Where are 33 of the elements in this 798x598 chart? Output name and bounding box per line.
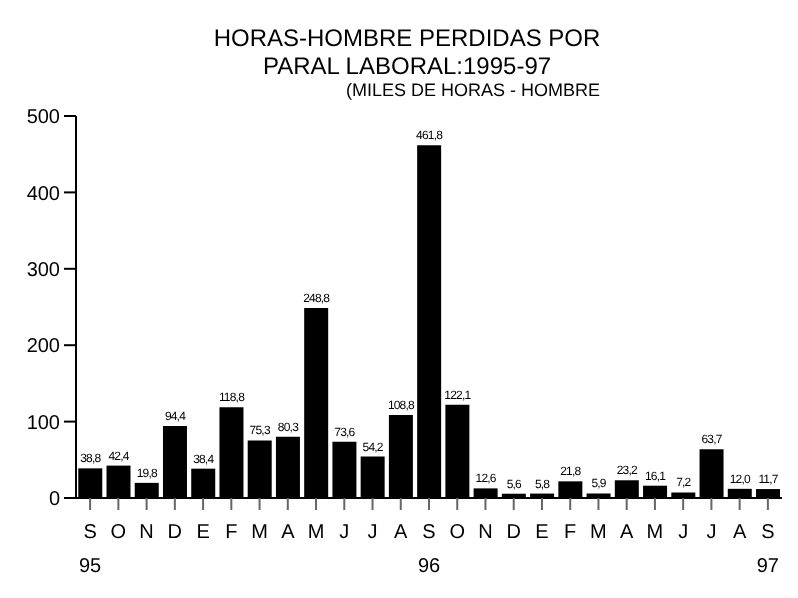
x-tick-label: N — [478, 522, 493, 544]
chart-title: HORAS-HOMBRE PERDIDAS POR PARAL LABORAL:1995-97 — [211, 22, 603, 80]
x-tick-label: O — [449, 522, 466, 544]
y-tick-label: 300 — [26, 259, 61, 282]
x-tick-label: M — [646, 522, 664, 544]
x-tick-label: N — [139, 522, 154, 544]
y-tick-label: 200 — [26, 336, 61, 359]
x-tick-label: A — [620, 522, 635, 544]
x-tick-label: D — [506, 522, 521, 544]
y-tick-label: 100 — [26, 412, 61, 435]
x-tick-label: F — [225, 522, 238, 544]
x-tick-label: A — [394, 522, 409, 544]
x-tick-label: M — [590, 522, 607, 544]
x-tick-label: O — [110, 522, 127, 544]
x-tick-label: J — [678, 522, 689, 544]
x-tick-label: J — [339, 522, 350, 544]
x-tick-label: J — [367, 522, 378, 544]
x-tick-label: S 97 — [756, 522, 780, 578]
x-tick-label: F — [564, 522, 577, 544]
y-tick-label: 500 — [26, 107, 61, 130]
x-tick-label: E — [196, 522, 211, 544]
x-tick-label: A — [281, 522, 296, 544]
x-tick-label: A — [732, 522, 747, 544]
x-tick-label: M — [251, 522, 268, 544]
x-tick-label: S 96 — [417, 522, 441, 578]
x-tick-label: M — [307, 522, 325, 544]
x-tick-label: J — [706, 522, 717, 544]
x-tick-label: S 95 — [79, 522, 103, 578]
y-tick-label: 400 — [26, 183, 61, 206]
y-tick-label: 0 — [48, 489, 61, 512]
x-tick-label: E — [535, 522, 550, 544]
x-tick-label: D — [167, 522, 183, 544]
chart-subtitle: (MILES DE HORAS - HOMBRE — [344, 80, 603, 102]
